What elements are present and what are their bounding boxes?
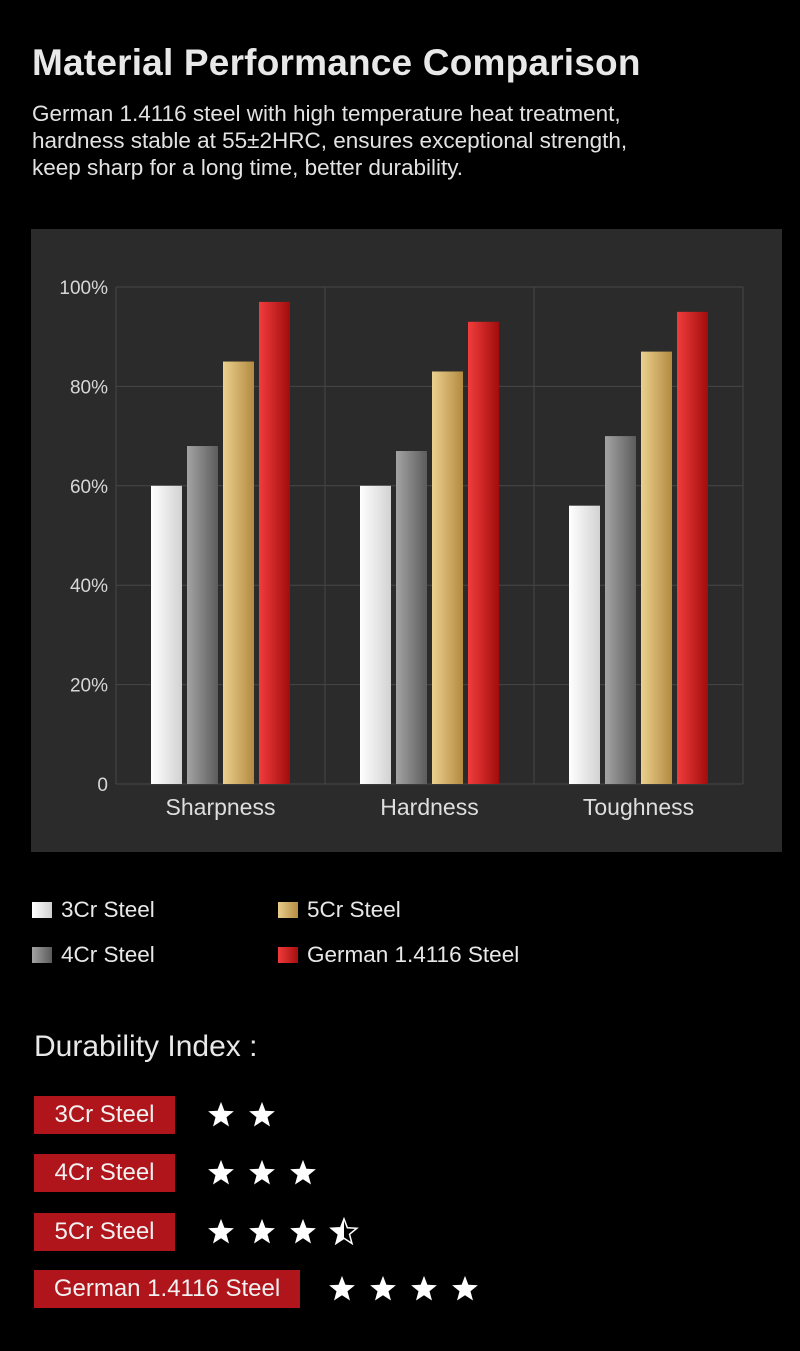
y-tick-label: 60%: [70, 477, 108, 498]
bar: [468, 321, 499, 784]
legend-label: 4Cr Steel: [61, 942, 155, 967]
star-rating: [206, 1158, 329, 1188]
legend-swatch: [278, 902, 298, 918]
bar: [151, 485, 182, 784]
page-title: Material Performance Comparison: [32, 42, 641, 83]
durability-row-3cr: 3Cr Steel: [34, 1096, 288, 1134]
chart-panel: 0 20% 40% 60% 80% 100% Sharpness Hardness Toughn…: [31, 229, 782, 852]
star-icon: [452, 1275, 478, 1301]
subtitle-line: hardness stable at 55±2HRC, ensures exce…: [32, 128, 628, 153]
durability-title: Durability Index :: [34, 1030, 258, 1063]
x-category-label: Hardness: [380, 794, 478, 820]
bar: [396, 451, 427, 784]
star-icon: [249, 1101, 275, 1127]
star-rating: [327, 1274, 491, 1304]
x-category-label: Toughness: [583, 794, 694, 820]
star-rating: [206, 1100, 288, 1130]
bar: [569, 505, 600, 784]
legend-item-5cr: 5Cr Steel: [278, 897, 401, 923]
legend-swatch: [278, 947, 298, 963]
legend-item-german: German 1.4116 Steel: [278, 942, 519, 968]
page-subtitle: German 1.4116 steel with high temperatur…: [32, 100, 772, 181]
y-tick-label: 100%: [59, 278, 108, 299]
durability-row-4cr: 4Cr Steel: [34, 1154, 329, 1192]
legend-label: German 1.4116 Steel: [307, 942, 520, 967]
bar: [677, 311, 708, 784]
bar-chart: 0 20% 40% 60% 80% 100% Sharpness Hardness Toughn…: [59, 278, 744, 820]
star-icon: [370, 1275, 396, 1301]
star-rating: [206, 1217, 370, 1247]
bar: [259, 301, 290, 784]
durability-label: 4Cr Steel: [34, 1154, 175, 1192]
durability-label: 5Cr Steel: [34, 1213, 175, 1251]
star-icon: [208, 1101, 234, 1127]
y-tick-label: 0: [97, 775, 108, 796]
durability-label: German 1.4116 Steel: [34, 1270, 300, 1308]
durability-row-5cr: 5Cr Steel: [34, 1213, 370, 1251]
durability-label: 3Cr Steel: [34, 1096, 175, 1134]
subtitle-line: German 1.4116 steel with high temperatur…: [32, 101, 621, 126]
star-icon: [329, 1275, 355, 1301]
x-category-label: Sharpness: [166, 794, 276, 820]
bar: [432, 371, 463, 784]
legend-swatch: [32, 947, 52, 963]
legend-swatch: [32, 902, 52, 918]
subtitle-line: keep sharp for a long time, better durab…: [32, 155, 464, 180]
bar: [641, 351, 672, 784]
star-icon: [290, 1218, 316, 1244]
star-icon: [411, 1275, 437, 1301]
y-tick-label: 80%: [70, 377, 108, 398]
bar: [360, 485, 391, 784]
star-icon: [249, 1159, 275, 1185]
y-tick-label: 40%: [70, 576, 108, 597]
legend-label: 3Cr Steel: [61, 897, 155, 922]
star-half-icon: [329, 1217, 359, 1246]
star-icon: [249, 1218, 275, 1244]
star-icon: [208, 1159, 234, 1185]
legend-item-4cr: 4Cr Steel: [32, 942, 155, 968]
durability-row-german: German 1.4116 Steel: [34, 1270, 491, 1308]
bar: [605, 436, 636, 784]
legend-label: 5Cr Steel: [307, 897, 401, 922]
bar: [187, 446, 218, 784]
legend-item-3cr: 3Cr Steel: [32, 897, 155, 923]
y-tick-label: 20%: [70, 676, 108, 697]
bar: [223, 361, 254, 784]
star-icon: [208, 1218, 234, 1244]
chart-legend: 3Cr Steel 5Cr Steel 4Cr Steel German 1.4…: [32, 893, 772, 983]
star-icon: [290, 1159, 316, 1185]
